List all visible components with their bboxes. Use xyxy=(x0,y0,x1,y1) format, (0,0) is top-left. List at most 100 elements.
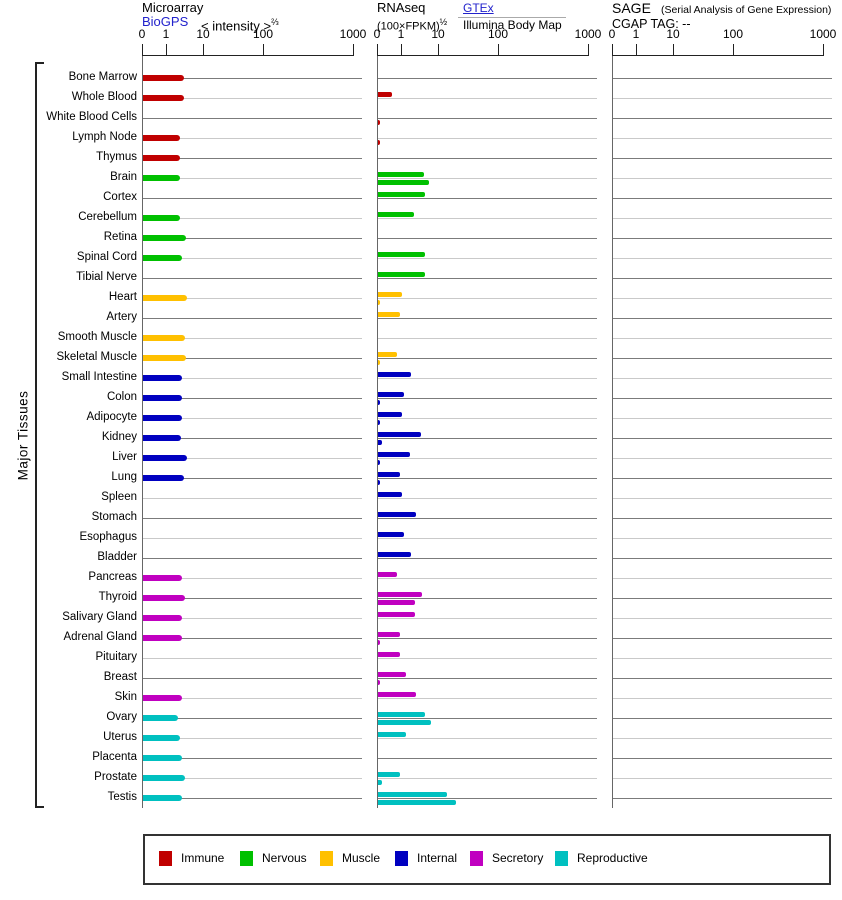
row-line xyxy=(143,138,362,139)
row-line xyxy=(613,338,832,339)
legend-swatch-nervous xyxy=(240,851,253,866)
rnaseq-unit-text: (100×FPKM) xyxy=(377,20,440,33)
sage-cgap-tag: CGAP TAG: -- xyxy=(612,17,691,31)
row-line xyxy=(378,618,597,619)
bar-microarray-brain xyxy=(143,175,181,181)
tissue-label-cortex: Cortex xyxy=(103,191,137,203)
bar-microarray-pancreas xyxy=(143,575,182,581)
bar-rnaseq-gtex-small-intestine xyxy=(378,372,411,377)
row-line xyxy=(143,538,362,539)
bar-microarray-smooth-muscle xyxy=(143,335,185,341)
row-line xyxy=(143,738,362,739)
row-line xyxy=(613,218,832,219)
tissue-label-thyroid: Thyroid xyxy=(98,591,137,603)
row-line xyxy=(613,418,832,419)
row-line xyxy=(378,638,597,639)
axis-tick-label: 0 xyxy=(608,27,616,41)
row-line xyxy=(613,158,832,159)
row-line xyxy=(613,298,832,299)
row-line xyxy=(378,458,597,459)
bar-microarray-skin xyxy=(143,695,182,701)
row-line xyxy=(143,518,362,519)
row-line xyxy=(143,318,362,319)
bar-rnaseq-gtex-pancreas xyxy=(378,572,398,577)
bar-rnaseq-illumina-prostate xyxy=(378,780,382,785)
row-line xyxy=(378,438,597,439)
rnaseq-title: RNAseq xyxy=(377,0,426,15)
tissue-label-lung: Lung xyxy=(111,471,137,483)
row-line xyxy=(378,398,597,399)
tissue-label-colon: Colon xyxy=(106,391,137,403)
row-line xyxy=(378,278,597,279)
row-line xyxy=(613,538,832,539)
axis-tick-label: 0 xyxy=(373,27,381,41)
row-line xyxy=(613,618,832,619)
row-line xyxy=(613,718,832,719)
biogps-link[interactable]: BioGPS xyxy=(142,14,189,29)
bar-microarray-skeletal-muscle xyxy=(143,355,187,361)
panel-left-border xyxy=(142,55,143,808)
row-line xyxy=(613,558,832,559)
row-line xyxy=(378,418,597,419)
tissue-label-liver: Liver xyxy=(112,451,137,463)
tissue-label-stomach: Stomach xyxy=(91,511,137,523)
row-line xyxy=(378,578,597,579)
microarray-transform-label: < intensity >⅔ xyxy=(201,15,279,33)
bar-rnaseq-gtex-salivary-gland xyxy=(378,612,415,617)
row-line xyxy=(143,358,362,359)
bar-rnaseq-gtex-thyroid xyxy=(378,592,423,597)
axis-tick xyxy=(498,44,499,55)
bar-microarray-retina xyxy=(143,235,186,241)
tissue-label-whole-blood: Whole Blood xyxy=(71,91,137,103)
bar-rnaseq-gtex-artery xyxy=(378,312,400,317)
row-line xyxy=(143,238,362,239)
axis-tick xyxy=(673,44,674,55)
bar-rnaseq-gtex-adrenal-gland xyxy=(378,632,400,637)
tissue-label-pituitary: Pituitary xyxy=(95,651,137,663)
axis-tick-label: 1000 xyxy=(574,27,602,41)
row-line xyxy=(613,658,832,659)
legend-swatch-secretory xyxy=(470,851,483,866)
axis-tick-label: 1 xyxy=(632,27,640,41)
tissue-label-heart: Heart xyxy=(108,291,137,303)
bar-rnaseq-illumina-skeletal-muscle xyxy=(378,360,381,365)
microarray-transform-exponent: ⅔ xyxy=(271,17,279,27)
bar-rnaseq-gtex-heart xyxy=(378,292,402,297)
tissue-label-skin: Skin xyxy=(114,691,137,703)
bar-rnaseq-illumina-thyroid xyxy=(378,600,415,605)
bar-microarray-adrenal-gland xyxy=(143,635,182,641)
bar-rnaseq-illumina-testis xyxy=(378,800,456,805)
tissue-label-brain: Brain xyxy=(110,171,137,183)
tissue-label-esophagus: Esophagus xyxy=(79,531,137,543)
row-line xyxy=(378,298,597,299)
row-line xyxy=(613,598,832,599)
row-line xyxy=(143,218,362,219)
chart-area: 0 1 10 100 1000 0 1 10 100 1000 0 1 10 100 1000 Bone Ma… xyxy=(46,27,836,808)
row-line xyxy=(613,478,832,479)
row-line xyxy=(613,318,832,319)
bar-rnaseq-gtex-cerebellum xyxy=(378,212,414,217)
tissue-label-placenta: Placenta xyxy=(92,751,137,763)
legend-swatch-reproductive xyxy=(555,851,568,866)
tissue-label-breast: Breast xyxy=(103,671,137,683)
bar-rnaseq-gtex-brain xyxy=(378,172,425,177)
bar-rnaseq-gtex-breast xyxy=(378,672,407,677)
axis-tick-label: 1 xyxy=(162,27,170,41)
axis-tick xyxy=(733,44,734,55)
axis-tick xyxy=(612,44,613,55)
gtex-link[interactable]: GTEx xyxy=(463,1,494,15)
bar-microarray-uterus xyxy=(143,735,180,741)
row-line xyxy=(143,478,362,479)
row-line xyxy=(378,238,597,239)
major-tissues-bracket-top-tick xyxy=(35,62,44,64)
bar-rnaseq-illumina-ovary xyxy=(378,720,432,725)
row-line xyxy=(378,678,597,679)
bar-rnaseq-gtex-skeletal-muscle xyxy=(378,352,398,357)
axis-tick-label: 100 xyxy=(487,27,509,41)
row-line xyxy=(613,678,832,679)
row-line xyxy=(143,178,362,179)
legend-label-muscle: Muscle xyxy=(342,851,381,865)
row-line xyxy=(378,258,597,259)
bar-microarray-thyroid xyxy=(143,595,186,601)
